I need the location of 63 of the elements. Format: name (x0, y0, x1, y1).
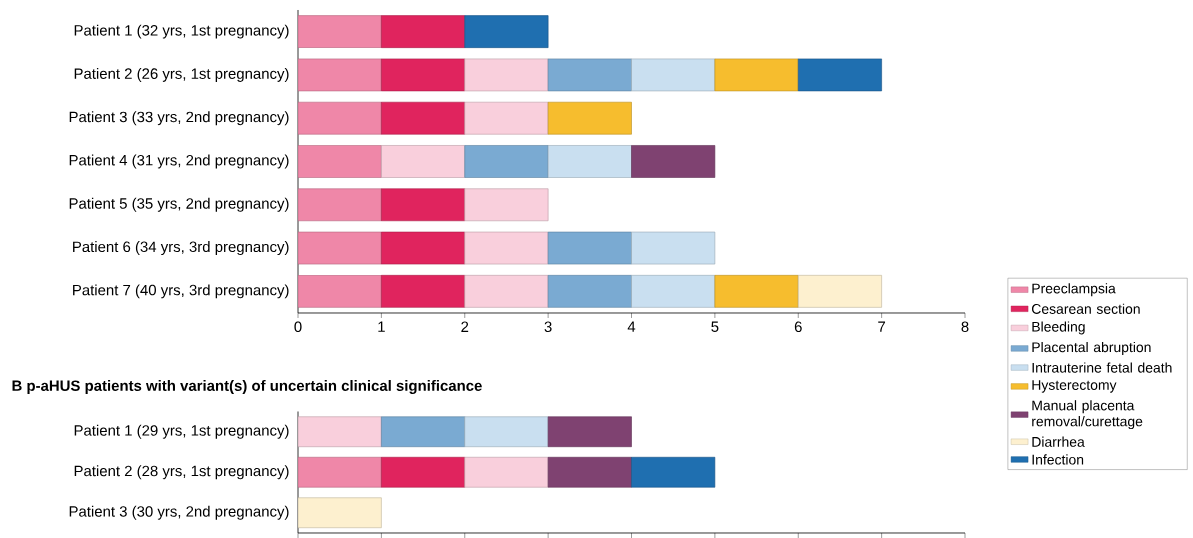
bar (464, 456, 549, 488)
bar (381, 58, 466, 92)
bar (381, 15, 466, 48)
bar (381, 101, 466, 135)
bar (631, 275, 716, 308)
bar (631, 456, 716, 488)
legend-label: Bleeding (1032, 321, 1085, 335)
legend-label: Intrauterine fetal death (1032, 362, 1172, 373)
bar (381, 416, 466, 448)
y-tick-label: Patient 2 (26 yrs, 1st pregnancy) (74, 67, 289, 82)
y-tick-label: Patient 4 (31 yrs, 2nd pregnancy) (69, 154, 289, 169)
x-tick-label: 7 (878, 321, 886, 332)
bar (547, 231, 632, 265)
legend-label: Infection (1032, 454, 1084, 465)
bar (547, 101, 632, 135)
x-tick-label: 5 (711, 321, 719, 332)
legend-label: Placental abruption (1032, 341, 1151, 355)
bar (547, 145, 632, 178)
bar (464, 58, 549, 92)
bar (714, 58, 799, 92)
legend-label: Manual placenta removal/curettage (1032, 400, 1143, 430)
bar (547, 416, 632, 448)
legend-label: Diarrhea (1032, 436, 1085, 447)
x-tick-label: 8 (961, 321, 969, 333)
chart-title: B p-aHUS patients with variant(s) of uncertain clinical significance (12, 380, 482, 394)
bar (381, 231, 466, 265)
bar (631, 145, 716, 178)
bar (631, 58, 716, 92)
legend-label: Cesarean section (1031, 303, 1140, 314)
legend-label: Preeclampsia (1032, 283, 1116, 297)
bar (547, 275, 632, 308)
y-tick-label: Patient 7 (40 yrs, 3rd pregnancy) (73, 284, 289, 299)
y-tick-label: Patient 5 (35 yrs, 2nd pregnancy) (69, 197, 289, 212)
bar (381, 275, 466, 308)
bar (464, 231, 549, 265)
legend-label: Hysterectomy (1032, 380, 1117, 393)
bar (464, 416, 549, 448)
bar (464, 188, 549, 222)
bar (714, 275, 799, 308)
bar (381, 188, 466, 222)
bar (464, 15, 549, 48)
y-tick-label: Patient 3 (33 yrs, 2nd pregnancy) (69, 111, 289, 126)
x-tick-label: 1 (378, 321, 385, 332)
bar (797, 275, 882, 308)
bar (464, 145, 549, 178)
bar (464, 101, 549, 135)
x-tick-label: 3 (544, 321, 552, 333)
y-tick-label: Patient 1 (32 yrs, 1st pregnancy) (74, 24, 289, 39)
x-tick-label: 6 (794, 321, 802, 333)
bar (797, 58, 882, 92)
bar (381, 456, 466, 488)
bar (464, 275, 549, 308)
bar (547, 58, 632, 92)
bar (631, 231, 716, 265)
x-tick-label: 4 (627, 321, 636, 332)
x-tick-label: 2 (461, 321, 469, 332)
y-tick-label: Patient 1 (29 yrs, 1st pregnancy) (74, 424, 289, 439)
bar (381, 145, 466, 178)
y-tick-label: Patient 2 (28 yrs, 1st pregnancy) (74, 465, 289, 480)
bar (547, 456, 632, 488)
y-tick-label: Patient 6 (34 yrs, 3rd pregnancy) (73, 241, 289, 256)
y-tick-label: Patient 3 (30 yrs, 2nd pregnancy) (69, 505, 289, 520)
x-tick-label: 0 (294, 321, 302, 333)
